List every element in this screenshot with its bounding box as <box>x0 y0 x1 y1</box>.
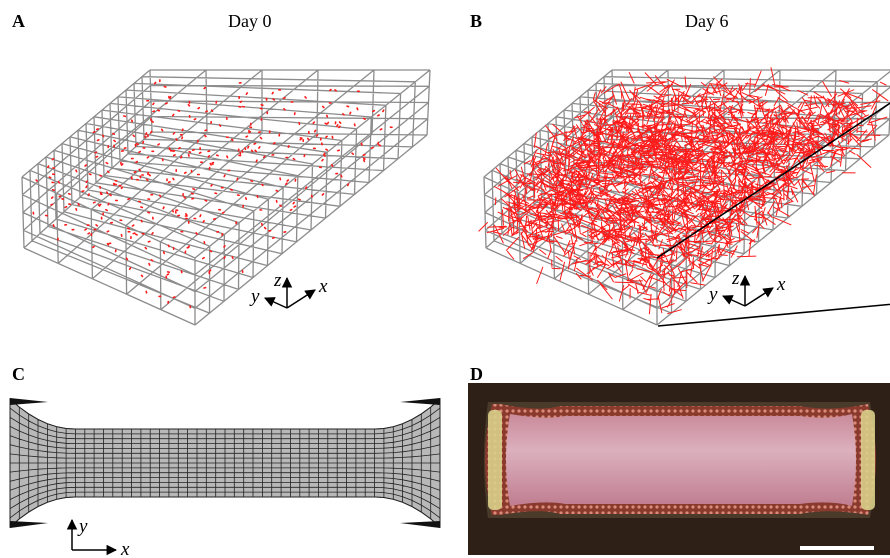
axis-arrow <box>287 290 315 308</box>
figure: zxy zxy yx A Day 0 B Day 6 C D <box>0 0 890 558</box>
axis-arrow <box>265 298 287 308</box>
axis-label: x <box>776 274 786 295</box>
axis-arrow <box>745 288 773 306</box>
anchor-right <box>861 410 875 510</box>
axis-label: y <box>707 284 718 305</box>
panel-d <box>468 383 890 555</box>
panel-title: Day 6 <box>685 11 729 31</box>
axis-label: x <box>120 539 130 558</box>
panel-label: C <box>12 364 25 384</box>
wireframe <box>22 70 430 325</box>
anchor-left <box>488 410 502 510</box>
tissue <box>506 414 856 506</box>
panel-label: D <box>470 364 483 384</box>
panel-label: A <box>12 11 25 31</box>
panel-c: yx <box>10 398 440 558</box>
labels: A Day 0 B Day 6 C D <box>12 11 729 384</box>
axis-arrow <box>723 296 745 306</box>
axis-label: y <box>249 286 260 307</box>
mesh <box>10 399 440 527</box>
axis-label: x <box>318 276 328 297</box>
axis-label: y <box>77 516 88 537</box>
panel-label: B <box>470 11 482 31</box>
scale-bar <box>800 546 874 550</box>
axis-label: z <box>273 270 282 291</box>
panel-title: Day 0 <box>228 11 272 31</box>
axis-label: z <box>731 268 740 289</box>
